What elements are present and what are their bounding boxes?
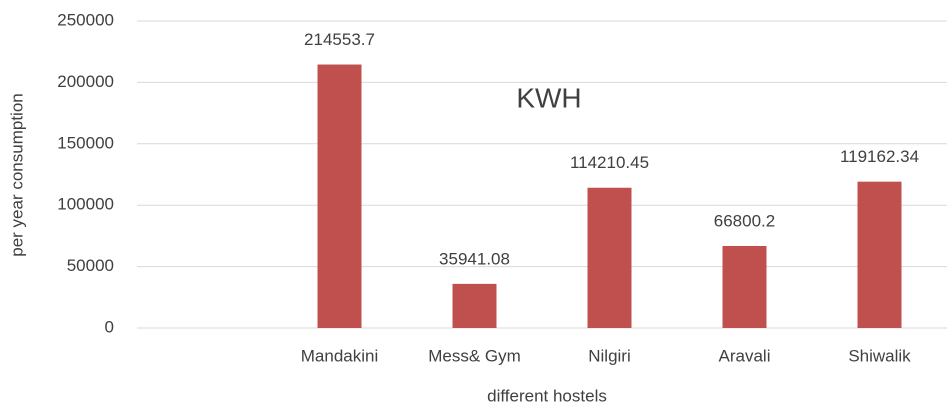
x-tick-label: Nilgiri <box>588 346 631 365</box>
y-tick-label: 200000 <box>57 72 114 91</box>
data-label: 119162.34 <box>840 147 919 166</box>
y-tick-label: 50000 <box>67 256 114 275</box>
x-tick-label: Mess& Gym <box>428 346 521 365</box>
series-label: KWH <box>516 82 581 113</box>
y-axis-title: per year consumption <box>7 93 26 256</box>
bar <box>317 64 362 329</box>
y-tick-label: 150000 <box>57 133 114 152</box>
x-tick-label: Shiwalik <box>848 346 911 365</box>
data-label: 35941.08 <box>439 249 510 268</box>
bar <box>857 181 902 328</box>
bar <box>722 245 767 328</box>
data-label: 214553.7 <box>304 30 375 49</box>
y-tick-label: 100000 <box>57 195 114 214</box>
data-label: 66800.2 <box>714 211 775 230</box>
y-tick-label: 0 <box>105 317 114 336</box>
data-label: 114210.45 <box>570 153 649 172</box>
x-axis-title: different hostels <box>487 386 607 405</box>
x-tick-label: Aravali <box>719 346 771 365</box>
x-tick-label: Mandakini <box>301 346 379 365</box>
y-tick-label: 250000 <box>57 10 114 29</box>
bar <box>587 187 632 328</box>
bar <box>452 283 497 328</box>
